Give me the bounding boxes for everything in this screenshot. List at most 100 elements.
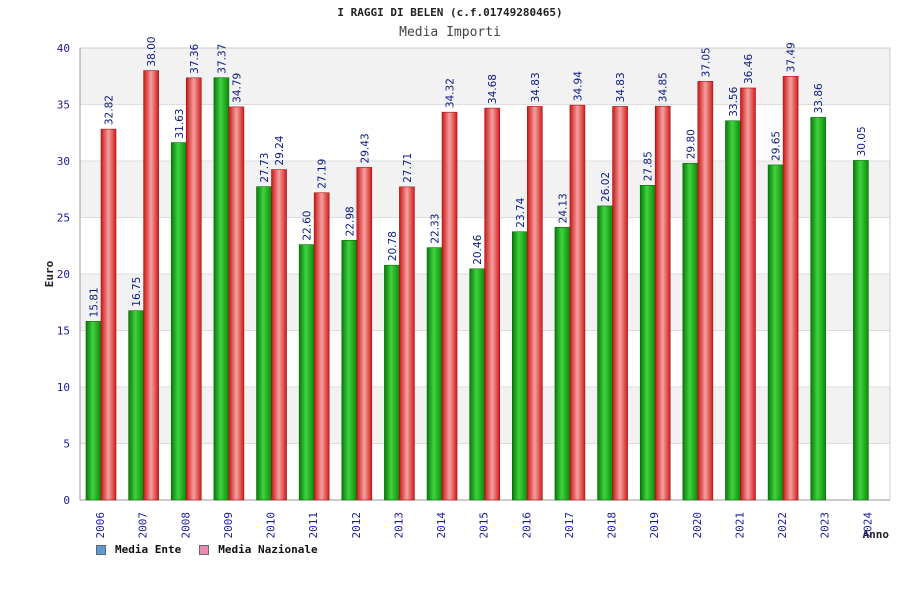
legend-item-nazionale: Media Nazionale: [199, 543, 318, 556]
bar-media-nazionale: [399, 186, 415, 501]
bar-media-ente: [426, 247, 443, 501]
bar-media-nazionale: [569, 104, 586, 501]
bar-media-nazionale: [740, 87, 756, 501]
legend: Media Ente Media Nazionale: [96, 543, 336, 556]
data-label-media-ente: 37.37: [216, 44, 228, 74]
y-tick-label: 30: [57, 155, 70, 168]
data-label-media-nazionale: 34.83: [615, 72, 627, 102]
data-label-media-nazionale: 27.71: [402, 153, 414, 183]
bar-media-ente: [682, 162, 699, 501]
bar-media-nazionale: [271, 169, 287, 501]
bar-media-nazionale: [100, 128, 117, 501]
data-label-media-ente: 31.63: [174, 109, 186, 139]
bar-media-nazionale: [356, 167, 373, 501]
data-label-media-nazionale: 38.00: [146, 37, 158, 67]
legend-label-ente: Media Ente: [115, 543, 182, 556]
x-tick-label: 2020: [691, 512, 704, 539]
bar-media-ente: [853, 160, 869, 501]
data-label-media-ente: 30.05: [856, 126, 868, 156]
data-label-media-nazionale: 36.46: [743, 54, 755, 84]
data-label-media-nazionale: 34.85: [658, 72, 670, 102]
data-label-media-nazionale: 34.68: [487, 74, 499, 104]
bar-media-ente: [213, 77, 230, 501]
x-tick-label: 2024: [861, 512, 874, 539]
data-label-media-ente: 22.60: [302, 211, 314, 241]
bar-media-ente: [725, 120, 741, 501]
y-tick-label: 25: [57, 212, 70, 225]
bar-media-ente: [85, 321, 102, 501]
x-tick-label: 2006: [94, 512, 107, 539]
legend-label-nazionale: Media Nazionale: [218, 543, 318, 556]
x-tick-label: 2016: [520, 512, 533, 539]
bar-media-nazionale: [441, 111, 458, 501]
data-label-media-nazionale: 37.05: [700, 47, 712, 77]
x-tick-label: 2009: [222, 512, 235, 539]
chart-title: I RAGGI DI BELEN (c.f.01749280465): [337, 6, 563, 19]
x-tick-label: 2010: [265, 512, 278, 539]
data-label-media-ente: 16.75: [131, 277, 143, 307]
bar-media-ente: [639, 184, 656, 501]
bar-media-ente: [597, 205, 613, 501]
x-tick-label: 2012: [350, 512, 363, 539]
data-label-media-ente: 26.02: [600, 172, 612, 202]
data-label-media-ente: 20.78: [387, 231, 399, 261]
data-label-media-nazionale: 27.19: [317, 159, 329, 189]
data-label-media-nazionale: 29.43: [359, 133, 371, 163]
x-tick-label: 2014: [435, 512, 448, 539]
data-label-media-nazionale: 34.83: [530, 72, 542, 102]
bar-media-nazionale: [612, 106, 628, 501]
x-tick-label: 2008: [179, 512, 192, 539]
bar-media-ente: [810, 117, 827, 501]
bar-media-nazionale: [782, 76, 799, 501]
legend-item-ente: Media Ente: [96, 543, 181, 556]
bar-media-ente: [298, 244, 315, 501]
legend-swatch-ente: [96, 544, 106, 555]
data-label-media-ente: 33.86: [813, 83, 825, 113]
y-axis-label: Euro: [43, 260, 56, 287]
data-label-media-ente: 22.98: [344, 206, 356, 236]
x-tick-label: 2018: [606, 512, 619, 539]
x-tick-label: 2013: [392, 512, 405, 539]
data-label-media-nazionale: 34.32: [445, 78, 457, 108]
bar-media-ente: [341, 240, 358, 501]
x-tick-label: 2007: [137, 512, 150, 539]
x-tick-label: 2019: [648, 512, 661, 539]
y-tick-label: 5: [63, 438, 70, 451]
data-label-media-ente: 23.74: [515, 197, 527, 227]
y-tick-label: 15: [57, 325, 70, 338]
bar-media-ente: [469, 268, 485, 501]
y-tick-label: 0: [63, 494, 70, 507]
bar-media-nazionale: [527, 106, 543, 501]
data-label-media-ente: 20.46: [472, 234, 484, 264]
x-tick-label: 2011: [307, 512, 320, 539]
legend-swatch-nazionale: [199, 544, 210, 555]
chart-subtitle: Media Importi: [399, 25, 501, 40]
bar-media-nazionale: [185, 77, 202, 501]
data-label-media-ente: 15.81: [89, 287, 101, 317]
data-label-media-nazionale: 34.94: [572, 71, 584, 101]
bar-media-nazionale: [313, 192, 330, 501]
x-tick-label: 2015: [478, 512, 491, 539]
bar-media-ente: [128, 310, 144, 501]
bar-media-nazionale: [484, 107, 500, 501]
bar-media-ente: [384, 264, 400, 501]
data-label-media-ente: 22.33: [430, 214, 442, 244]
bar-media-ente: [767, 164, 784, 501]
data-label-media-ente: 33.56: [728, 86, 740, 116]
bar-media-nazionale: [143, 70, 159, 501]
x-tick-label: 2022: [776, 512, 789, 539]
y-tick-label: 40: [57, 42, 70, 55]
data-label-media-ente: 24.13: [557, 193, 569, 223]
x-axis-label: Anno: [863, 528, 890, 541]
data-label-media-nazionale: 34.79: [231, 73, 243, 103]
bar-media-nazionale: [697, 81, 714, 501]
data-label-media-ente: 29.80: [685, 129, 697, 159]
x-tick-label: 2023: [819, 512, 832, 539]
bar-media-ente: [256, 186, 272, 501]
bar-media-ente: [170, 142, 187, 501]
bar-media-nazionale: [654, 105, 671, 501]
x-tick-label: 2021: [733, 512, 746, 539]
bar-media-nazionale: [228, 106, 245, 501]
bar-media-ente: [512, 231, 528, 501]
